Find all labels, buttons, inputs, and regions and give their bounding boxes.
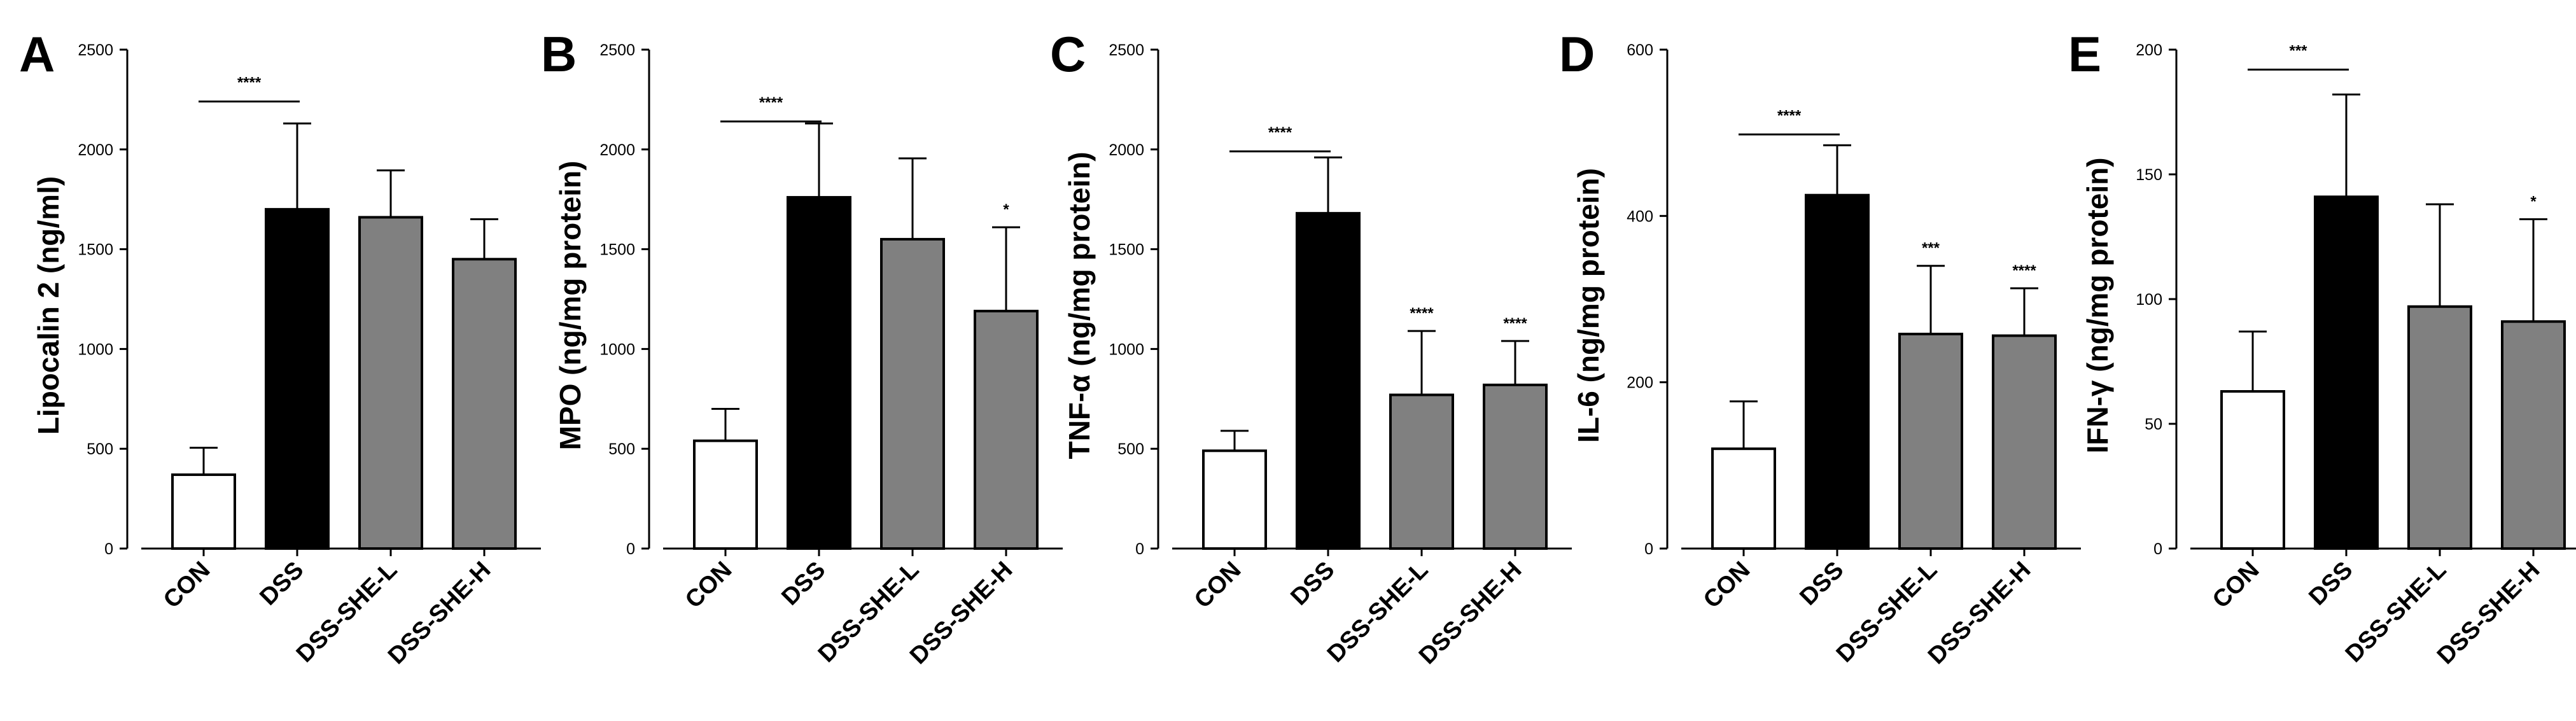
bar-dss-she-h <box>1483 383 1548 550</box>
x-tick-label: DSS <box>2304 557 2358 611</box>
panel-letter: E <box>2068 26 2101 82</box>
comparison-label: **** <box>759 94 783 111</box>
y-tick-label: 1000 <box>78 340 113 358</box>
y-tick-label: 0 <box>2153 540 2162 558</box>
x-tick-label: CON <box>1189 557 1246 613</box>
bar-dss <box>1296 212 1361 550</box>
y-tick-label: 2000 <box>599 141 635 159</box>
x-tick-label: DSS <box>1795 557 1849 611</box>
bar-con <box>2220 390 2285 550</box>
x-tick-label: DSS <box>776 557 830 611</box>
bar-dss <box>2314 195 2379 550</box>
y-tick-label: 2500 <box>78 41 113 59</box>
x-tick-label: CON <box>2208 557 2264 613</box>
y-tick-label: 1000 <box>599 340 635 358</box>
y-tick-label: 1500 <box>1109 241 1144 259</box>
y-axis-label: IL-6 (ng/mg protein) <box>1572 168 1605 443</box>
bar-dss <box>787 196 851 550</box>
panel-e: E 0 50 100 150 200 IFN-γ (ng/mg protein) CON DSS… <box>2068 26 2576 669</box>
bar-dss-she-h <box>974 309 1039 550</box>
bar-con <box>171 473 236 550</box>
y-axis-label: Lipocalin 2 (ng/ml) <box>32 176 65 435</box>
bar-dss-she-h <box>452 258 517 550</box>
bar-dss <box>265 207 330 550</box>
bar-con <box>1711 447 1776 550</box>
significance-label: **** <box>2012 262 2036 279</box>
y-tick-label: 200 <box>2136 41 2162 59</box>
y-tick-label: 500 <box>1117 440 1144 458</box>
y-tick-label: 50 <box>2145 416 2162 433</box>
y-tick-label: 400 <box>1627 207 1653 225</box>
y-axis-label: IFN-γ (ng/mg protein) <box>2081 157 2114 453</box>
panel-a: A 0 500 1000 1500 2000 2500 Lipocalin 2 (ng/ml)… <box>19 26 541 669</box>
y-tick-label: 500 <box>608 440 635 458</box>
significance-label: * <box>1003 201 1009 218</box>
bar-dss-she-l <box>2407 305 2472 550</box>
y-tick-label: 2500 <box>1109 41 1144 59</box>
panel-b: B 0 500 1000 1500 2000 2500 MPO (ng/mg protein)… <box>541 26 1063 669</box>
panel-c: C 0 500 1000 1500 2000 2500 TNF-α (ng/mg protei… <box>1050 26 1572 669</box>
bar-dss-she-l <box>880 237 945 550</box>
y-tick-label: 0 <box>1135 540 1144 558</box>
y-tick-label: 2500 <box>599 41 635 59</box>
significance-label: **** <box>1503 315 1527 332</box>
y-tick-label: 100 <box>2136 291 2162 309</box>
bar-dss <box>1805 193 1870 550</box>
bar-dss-she-h <box>2501 320 2566 550</box>
comparison-label: *** <box>2289 42 2307 59</box>
x-tick-label: CON <box>680 557 737 613</box>
x-tick-label: CON <box>158 557 215 613</box>
panel-letter: A <box>19 26 55 82</box>
bar-dss-she-l <box>358 216 423 550</box>
comparison-label: **** <box>237 74 262 92</box>
y-axis-label: TNF-α (ng/mg protein) <box>1063 151 1096 459</box>
comparison-label: **** <box>1268 124 1292 141</box>
bar-dss-she-h <box>1992 334 2057 550</box>
panel-letter: C <box>1050 26 1086 82</box>
bar-dss-she-l <box>1898 332 1963 550</box>
y-tick-label: 200 <box>1627 374 1653 392</box>
significance-label: **** <box>1410 305 1434 322</box>
y-tick-label: 0 <box>626 540 635 558</box>
significance-label: *** <box>1922 240 1940 257</box>
x-tick-label: DSS <box>255 557 309 611</box>
x-tick-label: CON <box>1698 557 1755 613</box>
bar-con <box>1202 449 1267 550</box>
y-tick-label: 2000 <box>78 141 113 159</box>
y-tick-label: 600 <box>1627 41 1653 59</box>
y-tick-label: 500 <box>87 440 113 458</box>
bar-dss-she-l <box>1389 393 1454 550</box>
y-tick-label: 0 <box>104 540 113 558</box>
x-tick-label: DSS <box>1285 557 1340 611</box>
comparison-label: **** <box>1777 107 1802 124</box>
y-tick-label: 2000 <box>1109 141 1144 159</box>
significance-label: * <box>2530 193 2537 211</box>
y-axis-label: MPO (ng/mg protein) <box>554 161 587 451</box>
y-tick-label: 1500 <box>599 241 635 259</box>
bar-con <box>693 439 758 550</box>
panel-letter: D <box>1559 26 1595 82</box>
panel-letter: B <box>541 26 577 82</box>
y-tick-label: 0 <box>1644 540 1653 558</box>
y-tick-label: 150 <box>2136 166 2162 184</box>
y-tick-label: 1500 <box>78 241 113 259</box>
y-tick-label: 1000 <box>1109 340 1144 358</box>
